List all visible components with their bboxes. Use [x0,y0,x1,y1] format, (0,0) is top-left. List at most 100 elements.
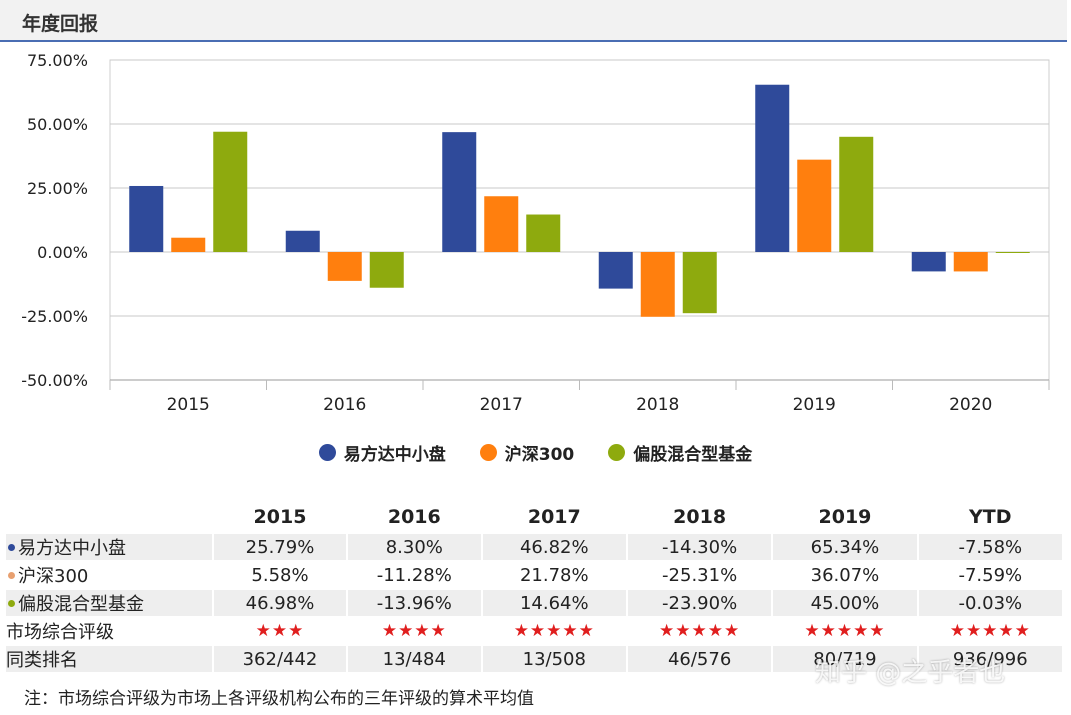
bar-2 [797,159,832,252]
bar-1 [442,132,477,252]
legend-dot-s3 [608,444,626,461]
bar-2 [953,252,988,272]
table-cell: -7.58% [918,534,1062,560]
row-label-text: 易方达中小盘 [18,538,126,559]
legend-item-s1[interactable]: 易方达中小盘 [318,440,446,465]
rating-stars: ★★★★★ [804,621,886,641]
bar-3 [995,252,1030,253]
chart-legend: 易方达中小盘 沪深300 偏股混合型基金 [0,440,1071,465]
table-cell: 46.82% [482,534,626,560]
x-tick-label: 2015 [167,395,210,415]
table-cell: 362/442 [214,646,346,672]
bar-3 [369,252,404,288]
table-cell: -11.28% [376,564,452,586]
row-label: 偏股混合型基金 [6,590,212,616]
table-row: 同类排名 362/442 13/484 13/508 46/576 80/719… [6,646,1062,672]
table-header-cell: YTD [918,502,1062,532]
x-tick-label: 2017 [480,395,523,415]
row-label: 市场综合评级 [6,618,212,644]
table-cell: 21.78% [519,564,589,586]
bar-1 [598,252,633,289]
legend-label-s3: 偏股混合型基金 [633,445,753,465]
page-header: 年度回报 [0,0,1067,42]
legend-label-s1: 易方达中小盘 [343,445,446,465]
rating-stars: ★★★ [255,621,305,641]
table-row: 市场综合评级 ★★★ ★★★★ ★★★★★ ★★★★★ ★★★★★ ★★★★★ [6,618,1062,644]
watermark: 知乎 @之乎者也 [815,658,1006,688]
table-cell: 25.79% [214,534,346,560]
returns-table: 2015 2016 2017 2018 2019 YTD 易方达中小盘 25.7… [4,500,1064,674]
table-header-cell: 2017 [482,502,626,532]
table-header-cell: 2016 [348,502,481,532]
y-tick-label: -25.00% [21,307,88,326]
table-cell: 13/484 [348,646,481,672]
table-cell: -23.90% [627,590,772,616]
table-header-cell: 2015 [214,502,346,532]
annual-return-bar-chart: 75.00% 50.00% 25.00% 0.00% -25.00% -50.00% 201… [21,51,1050,415]
table-cell: 36.07% [810,564,880,586]
table-cell: -0.03% [918,590,1062,616]
table-cell: 5.58% [251,564,309,586]
legend-dot-s1 [318,444,336,461]
bar-2 [327,252,362,281]
row-label-text: 沪深300 [18,566,89,587]
table-row: 沪深300 5.58% -11.28% 21.78% -25.31% 36.07… [6,562,1062,588]
legend-item-s2[interactable]: 沪深300 [479,440,575,465]
table-cell: 8.30% [348,534,481,560]
table-cell: -7.59% [958,564,1023,586]
bar-2 [484,196,519,252]
table-header-row: 2015 2016 2017 2018 2019 YTD [6,502,1062,532]
table-row: 偏股混合型基金 46.98% -13.96% 14.64% -23.90% 45… [6,590,1062,616]
x-tick-label: 2019 [793,395,836,415]
legend-label-s2: 沪深300 [504,445,575,465]
table-row: 易方达中小盘 25.79% 8.30% 46.82% -14.30% 65.34… [6,534,1062,560]
rating-stars: ★★★★ [381,621,447,641]
bullet-icon [8,600,15,607]
plot-area [109,59,1050,381]
table-cell: 80/719 [773,646,917,672]
bar-1 [285,230,320,252]
rating-stars: ★★★★★ [659,621,741,641]
legend-item-s3[interactable]: 偏股混合型基金 [608,440,752,465]
table-corner [6,502,212,532]
legend-dot-s2 [479,444,497,461]
x-tick-label: 2018 [636,395,679,415]
table-cell: 65.34% [773,534,917,560]
table-cell: -25.31% [662,564,738,586]
bar-1 [129,185,164,252]
table-cell: -13.96% [348,590,481,616]
bullet-icon [8,544,15,551]
bar-3 [213,131,248,252]
row-label: 同类排名 [6,646,212,672]
table-cell: 13/508 [482,646,626,672]
table-cell: 46/576 [627,646,772,672]
bar-1 [911,252,946,272]
bar-2 [640,252,675,317]
row-label: 易方达中小盘 [6,534,212,560]
row-label-text: 市场综合评级 [6,622,114,643]
bar-2 [171,237,206,252]
y-tick-label: 75.00% [27,51,88,70]
table-cell: -14.30% [627,534,772,560]
bar-3 [682,252,717,314]
bullet-icon [8,572,15,579]
page-title: 年度回报 [22,13,99,35]
row-label-text: 偏股混合型基金 [18,594,144,615]
x-tick-label: 2016 [323,395,366,415]
y-tick-label: 25.00% [27,179,88,198]
row-label: 沪深300 [6,562,212,588]
x-tick-label: 2020 [949,395,992,415]
table-cell: 14.64% [482,590,626,616]
row-label-text: 同类排名 [6,650,78,671]
table-cell: 45.00% [773,590,917,616]
table-cell: 936/996 [918,646,1062,672]
bar-3 [839,136,874,252]
rating-stars: ★★★★★ [949,621,1031,641]
bar-3 [526,214,561,252]
footnote: 注：市场综合评级为市场上各评级机构公布的三年评级的算术平均值 [24,689,534,709]
table-header-cell: 2018 [627,502,772,532]
y-tick-label: 0.00% [37,243,88,262]
y-tick-label: 50.00% [27,115,88,134]
rating-stars: ★★★★★ [513,621,595,641]
bar-1 [755,84,790,252]
